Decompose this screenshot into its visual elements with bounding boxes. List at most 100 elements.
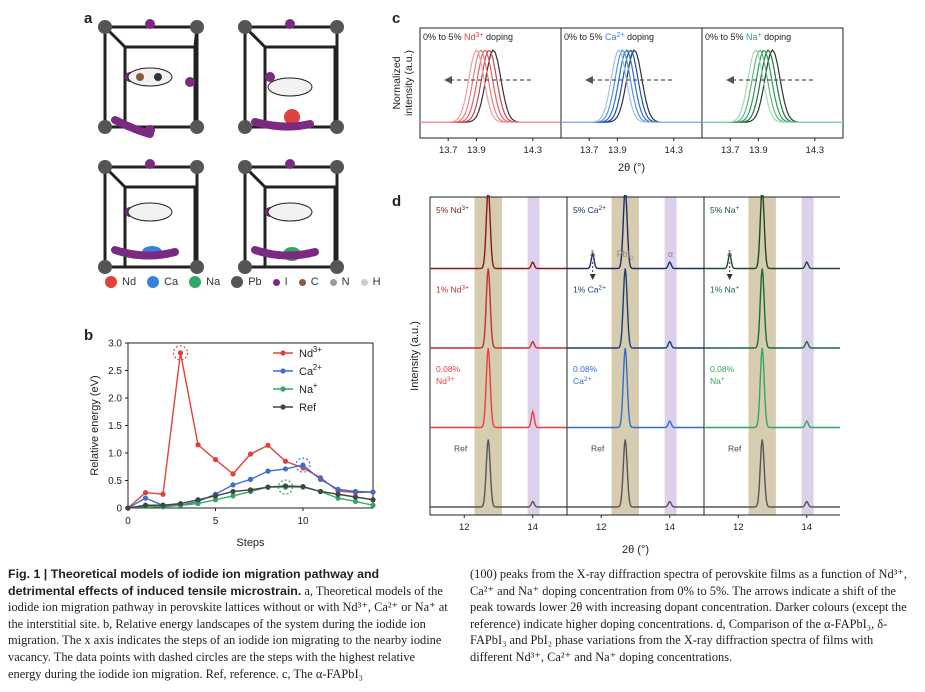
- legend-swatch: [329, 278, 337, 286]
- data-point-ref: [195, 497, 201, 503]
- xrd-pattern: [567, 195, 704, 270]
- data-point-nd: [247, 451, 254, 457]
- alpha-label: α: [668, 249, 673, 259]
- model-ca-doped: [98, 159, 204, 274]
- data-point-nd: [212, 457, 219, 463]
- legend-swatch: [189, 276, 202, 288]
- shift-arrow-head: [585, 76, 593, 84]
- panel-label-c: c: [392, 10, 401, 27]
- data-point-nd: [142, 490, 149, 496]
- row-label: 0.08%: [710, 364, 735, 374]
- xrd-pattern: [704, 347, 840, 429]
- legend-item-c: C: [298, 276, 319, 288]
- data-point-ref: [370, 497, 376, 503]
- legend-marker: [280, 368, 286, 374]
- subplot-frame-na: [703, 196, 840, 516]
- legend-label: Ca: [164, 276, 179, 288]
- x-axis-label: Steps: [236, 537, 265, 549]
- x-tick-label: 13.7: [580, 145, 599, 156]
- row-label: 5% Na+: [710, 205, 740, 215]
- alpha-band: [527, 197, 540, 515]
- xrd-pattern: [567, 268, 704, 349]
- legend-label: Pb: [248, 276, 262, 288]
- legend-label-sup: +: [313, 381, 318, 390]
- data-point-ref: [230, 488, 236, 495]
- row-label: Ca2+: [573, 376, 591, 386]
- legend-label-ca: Ca: [299, 366, 314, 378]
- data-point-ref: [212, 493, 219, 499]
- legend-swatch: [360, 278, 368, 286]
- legend-item-i: I: [272, 276, 288, 288]
- legend-label: Nd: [122, 276, 137, 288]
- y-tick-label: 1.0: [108, 449, 122, 460]
- y-axis-label-line2: intensity (a.u.): [403, 50, 415, 116]
- caption-right-text: (100) peaks from the X-ray diffraction s…: [470, 567, 908, 664]
- legend-marker: [280, 404, 286, 410]
- panel-label-d: d: [392, 193, 402, 210]
- x-tick-label: 14: [801, 522, 812, 533]
- data-point-na: [370, 502, 376, 508]
- figure-caption-left: Fig. 1 | Theoretical models of iodide io…: [8, 566, 448, 682]
- y-axis-label-line1: Normalized: [391, 56, 403, 109]
- x-axis-label: 2θ (°): [622, 544, 649, 556]
- x-axis-label: 2θ (°): [618, 162, 645, 174]
- alpha-band: [664, 197, 677, 515]
- panel-c-chart: Normalized intensity (a.u.) 0% to 5% Nd3+ …: [391, 27, 844, 174]
- data-point-na: [212, 497, 219, 503]
- xrd-pattern: [430, 195, 567, 270]
- x-tick-label: 14: [664, 522, 675, 533]
- series-line-ca: [127, 464, 374, 509]
- highlight-circle: [295, 457, 311, 473]
- shift-arrow-head: [726, 76, 734, 84]
- row-label: 5% Nd3+: [436, 205, 469, 215]
- xrd-pattern: [567, 439, 704, 508]
- xrd-pattern: [430, 347, 567, 429]
- panel-b-chart: 0 0.5 1.0 1.5 2.0 2.5 3.0 0 5 10 Steps Relative ene…: [89, 339, 376, 549]
- legend-item-pb: Pb: [231, 276, 262, 288]
- row-label: Na+: [710, 376, 725, 386]
- data-point-ref: [265, 484, 271, 490]
- subplot-frame-na: [701, 27, 844, 139]
- data-point-ca: [247, 476, 254, 482]
- row-label: 1% Ca2+: [573, 285, 606, 295]
- legend-item-nd: Nd: [105, 276, 136, 288]
- legend-label: N: [341, 276, 350, 288]
- data-point-ca: [370, 489, 376, 495]
- panel-a-legend: Nd Ca Na Pb I C N H: [105, 276, 392, 288]
- x-tick-label: 12: [596, 522, 607, 533]
- legend-marker: [280, 350, 286, 356]
- data-point-ca: [282, 466, 289, 472]
- caption-left-text: a, Theoretical models of the iodide ion …: [8, 583, 448, 681]
- legend-label-sup: 2+: [313, 363, 322, 372]
- legend-swatch: [231, 276, 244, 288]
- y-tick-label: 3.0: [108, 339, 122, 350]
- data-point-na: [352, 498, 359, 504]
- panel-label-a: a: [84, 10, 93, 27]
- figure-caption-right: (100) peaks from the X-ray diffraction s…: [470, 566, 910, 666]
- data-point-nd: [230, 471, 236, 477]
- panel-d-chart: Intensity (a.u.) 5% Nd3+ 1% Nd3+ 0.08% Nd3+ R…: [409, 195, 840, 556]
- xrd-pattern: [704, 268, 840, 349]
- subplot-title: 0% to 5% Na+ doping: [705, 32, 791, 42]
- x-tick-label: 13.9: [749, 145, 768, 156]
- legend-label-nd: Nd: [299, 348, 313, 360]
- data-point-nd: [195, 442, 201, 448]
- delta-label: δ: [727, 249, 732, 259]
- y-axis-label: Relative energy (eV): [89, 375, 101, 475]
- y-tick-label: 1.5: [108, 421, 122, 432]
- subplot-frame-nd: [419, 27, 562, 139]
- row-label: Ref: [454, 444, 468, 454]
- data-point-ref: [317, 488, 324, 495]
- data-point-ref: [177, 501, 184, 507]
- legend-item-ca: Ca: [147, 276, 178, 288]
- data-point-na: [230, 493, 236, 499]
- legend-swatch: [298, 278, 306, 286]
- y-tick-label: 2.0: [108, 394, 122, 405]
- model-reference: [98, 19, 204, 138]
- legend-marker: [280, 386, 286, 392]
- legend-label: C: [310, 276, 319, 288]
- x-tick-label: 14.3: [806, 145, 825, 156]
- data-point-nd: [265, 442, 271, 448]
- y-tick-label: 0.5: [108, 476, 122, 487]
- legend-item-na: Na: [189, 276, 220, 288]
